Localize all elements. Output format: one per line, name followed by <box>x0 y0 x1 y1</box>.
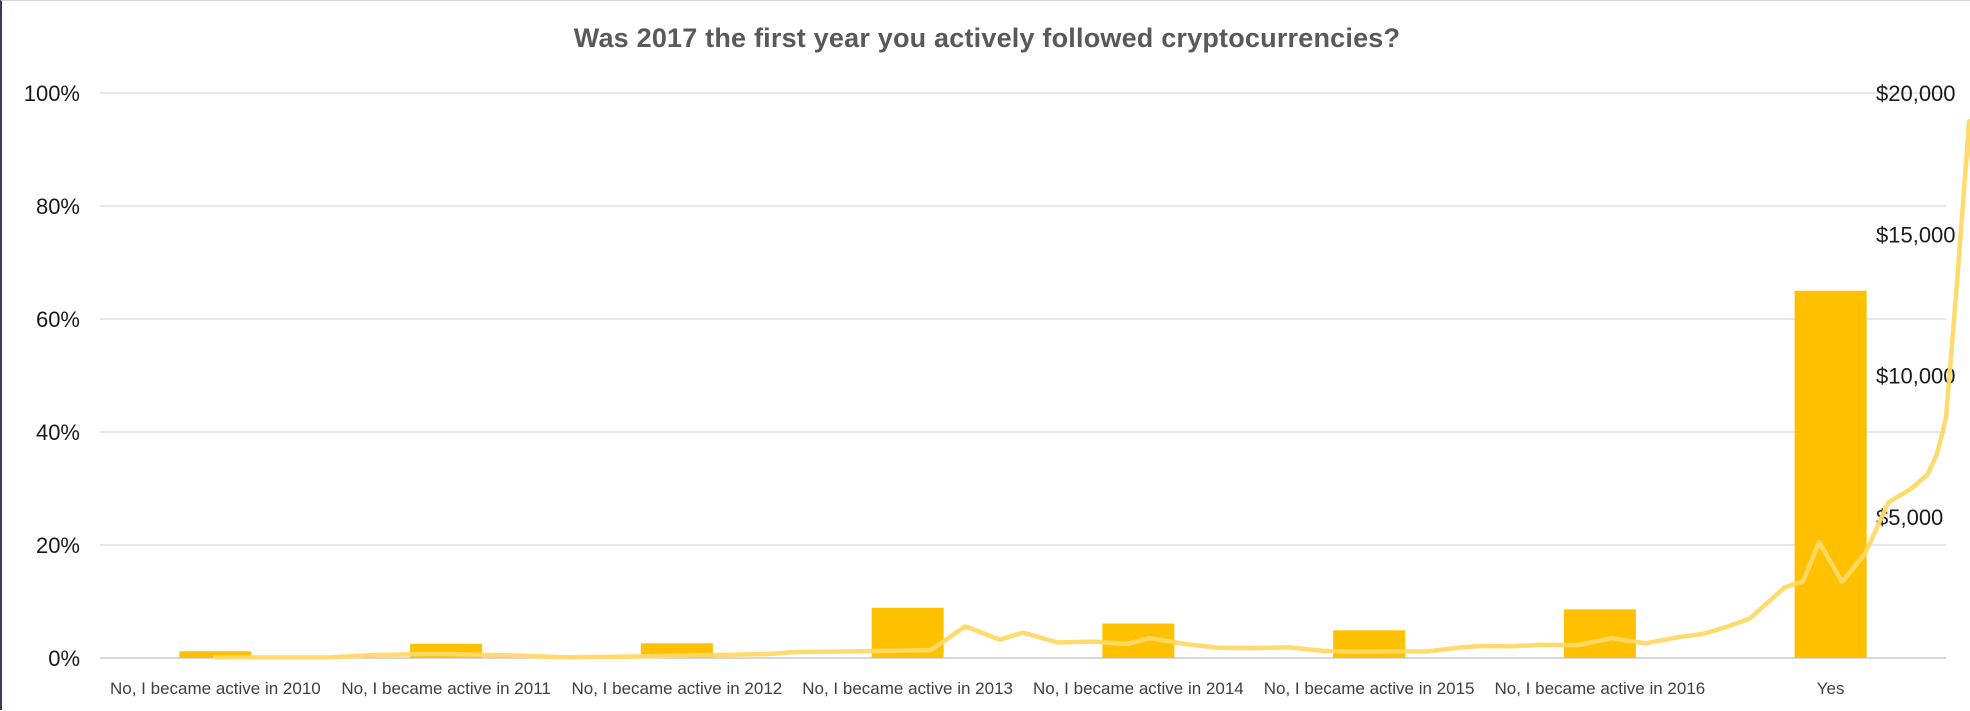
x-category-label: No, I became active in 2010 <box>110 679 321 698</box>
x-category-label: Yes <box>1817 679 1845 698</box>
y-left-tick-label: 20% <box>36 533 80 558</box>
y-left-tick-label: 0% <box>48 646 80 671</box>
x-category-label: No, I became active in 2015 <box>1264 679 1475 698</box>
y-left-tick-label: 60% <box>36 307 80 332</box>
price-line <box>213 119 1970 660</box>
y-left-tick-label: 80% <box>36 194 80 219</box>
y-left-tick-label: 100% <box>24 81 80 106</box>
y-right-tick-label: $20,000 <box>1876 81 1956 106</box>
y-right-tick-label: $10,000 <box>1876 364 1956 389</box>
chart-title: Was 2017 the first year you actively fol… <box>573 23 1401 53</box>
x-category-label: No, I became active in 2012 <box>572 679 783 698</box>
x-category-label: No, I became active in 2014 <box>1033 679 1244 698</box>
bar <box>179 651 252 658</box>
bar <box>1794 290 1867 658</box>
x-category-label: No, I became active in 2011 <box>341 679 550 698</box>
x-category-label: No, I became active in 2013 <box>802 679 1013 698</box>
bar <box>1563 609 1636 658</box>
y-left-tick-label: 40% <box>36 420 80 445</box>
y-right-tick-label: $15,000 <box>1876 222 1956 247</box>
x-category-label: No, I became active in 2016 <box>1495 679 1706 698</box>
